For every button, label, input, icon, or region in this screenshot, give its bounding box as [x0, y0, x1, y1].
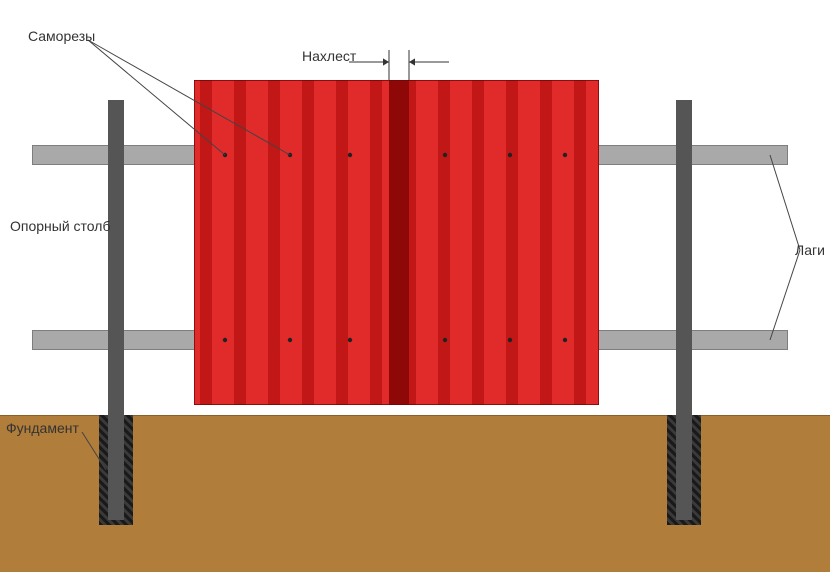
label-foundation: Фундамент [6, 420, 79, 436]
post-left [108, 100, 124, 520]
post-right [676, 100, 692, 520]
label-post: Опорный столб [10, 218, 110, 234]
label-joists: Лаги [795, 242, 825, 258]
label-overlap: Нахлест [302, 48, 356, 64]
corrugated-panel [194, 80, 599, 405]
label-screws: Саморезы [28, 28, 95, 44]
